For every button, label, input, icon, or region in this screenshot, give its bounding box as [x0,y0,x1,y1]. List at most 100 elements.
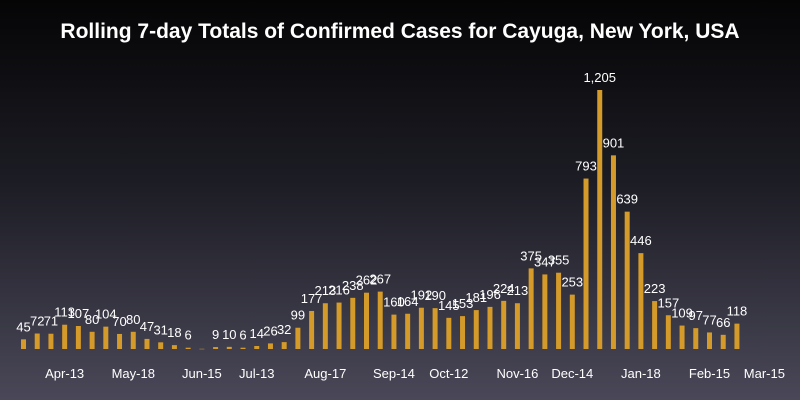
bar-value-label: 164 [397,294,419,309]
bar-value-label: 639 [616,192,638,207]
bar-value-label: 80 [126,312,140,327]
bar [322,303,328,349]
bar [569,294,575,349]
bar [583,178,589,349]
bar-value-label: 99 [291,308,305,323]
bar [652,301,658,349]
bar-value-label: 6 [185,328,192,343]
bar-value-label: 901 [603,135,625,150]
bar [460,316,466,349]
bar [665,315,671,349]
bar [295,327,301,349]
bar [418,307,424,349]
bar-value-label: 446 [630,233,652,248]
bar-value-label: 97 [689,308,703,323]
bar-value-label: 213 [314,283,336,298]
bar-value-label: 66 [716,315,730,330]
bar-value-label: 118 [727,304,748,319]
bar-value-label: 72 [30,314,44,329]
bar-value-label: 177 [301,291,323,306]
bar [62,324,68,349]
bar-value-label: 32 [277,322,291,337]
bar-value-label: 223 [644,281,666,296]
bar-value-label: 355 [548,253,570,268]
bar [144,338,150,349]
bar [501,300,507,349]
bar-value-label: 109 [671,306,693,321]
bar [542,274,548,349]
bar [75,326,81,349]
x-tick-label: Apr-13 [45,366,84,381]
bar-value-label: 10 [222,327,236,342]
bar-value-label: 347 [534,254,556,269]
bar [103,326,109,349]
bar-value-label: 181 [465,290,487,305]
bar-value-label: 77 [702,312,716,327]
bar-value-label: 157 [657,295,679,310]
bar [624,211,630,349]
x-tick-label: Jun-15 [182,366,222,381]
bar-value-label: 262 [356,273,378,288]
bar-value-label: 375 [520,248,542,263]
x-tick-label: Jan-18 [621,366,661,381]
x-tick-label: Mar-15 [744,366,785,381]
bar [158,342,164,349]
bar [89,331,95,349]
bar [446,317,452,349]
bar [610,155,616,349]
bar-value-label: 31 [153,322,167,337]
bar-value-label: 192 [411,288,433,303]
bar-value-label: 113 [54,305,75,320]
bar-value-label: 213 [507,283,529,298]
bar [130,331,136,349]
bar [34,333,40,349]
bar [597,90,603,349]
bar-value-label: 216 [328,283,350,298]
x-tick-label: Feb-15 [689,366,730,381]
bar [693,328,699,349]
x-tick-label: Sep-14 [373,366,415,381]
bar [240,347,246,349]
bar [707,332,712,349]
bar [117,333,123,349]
bar [720,334,726,349]
x-tick-label: Aug-17 [304,366,346,381]
bar [514,303,520,349]
bar-value-label: 224 [493,281,515,296]
bar-value-label: 6 [239,328,246,343]
bar [171,345,177,349]
bar [487,306,493,349]
bar-value-label: 71 [44,314,58,329]
x-tick-label: Nov-16 [496,366,538,381]
bar-value-label: 14 [250,326,264,341]
bar [556,272,562,349]
bar-value-label: 47 [140,319,154,334]
bar [350,297,356,349]
bar-value-label: 80 [85,312,99,327]
bar-value-label: 9 [212,327,219,342]
bar-value-label: 104 [95,307,117,322]
bar-value-label: 45 [16,319,30,334]
bar-value-label: 1,205 [583,70,616,85]
x-tick-label: Jul-13 [239,366,274,381]
bar [267,343,273,349]
bar [254,345,260,349]
bar-value-label: 793 [575,159,597,174]
bar-value-label: 26 [263,323,277,338]
bar-value-label: 196 [479,287,501,302]
bar [185,347,191,349]
bar [48,333,54,349]
bar-value-label: 70 [112,314,126,329]
bar [432,308,438,349]
bar [21,339,26,349]
bar [336,302,342,349]
bar-value-label: 18 [167,325,181,340]
bar-value-label: 190 [424,288,446,303]
bar-value-label: 253 [561,275,583,290]
bar [734,323,740,349]
bar [377,291,383,349]
x-tick-label: May-18 [112,366,155,381]
bar [391,314,397,349]
bar-value-label: 238 [342,278,364,293]
